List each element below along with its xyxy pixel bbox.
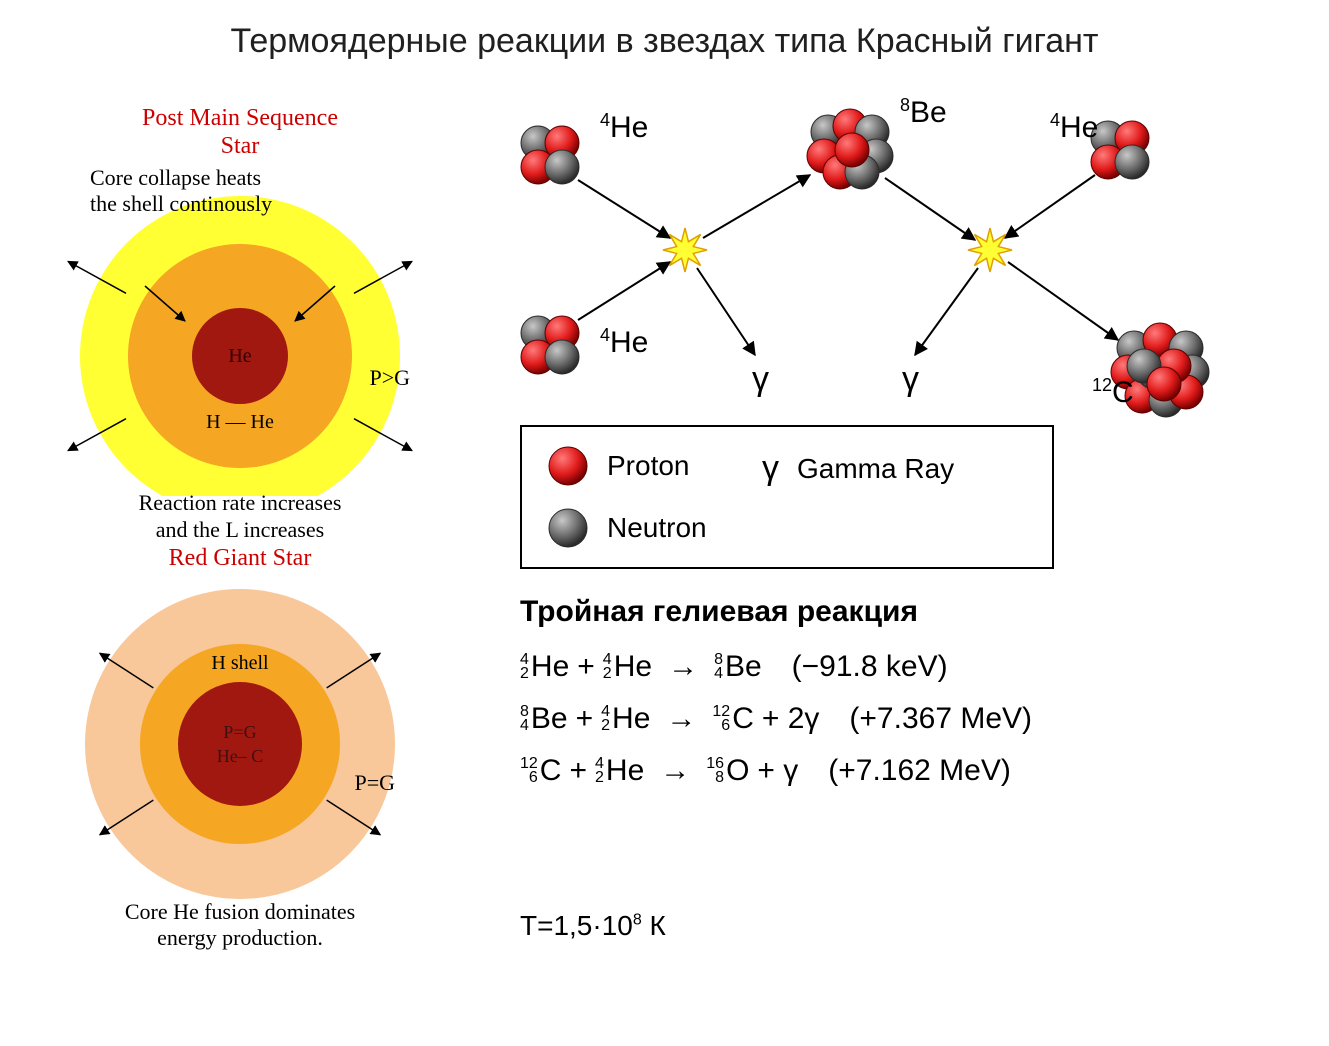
equation-2-energy: (+7.367 MeV) (849, 702, 1032, 736)
red-giant-block: Red Giant Star H shell P=G He– C P=G Core … (40, 545, 440, 965)
temperature: T=1,5·108 К (520, 910, 666, 942)
post-main-sequence-block: Post Main Sequence Star Core collapse he… (40, 105, 440, 535)
star1-top-l1: Core collapse heats (90, 165, 261, 190)
star1-bottom-caption: Reaction rate increases and the L increa… (40, 490, 440, 543)
right-column: 4He 4He 8Be 4He 12C γ γ Proton γ Gamma R… (480, 95, 1310, 425)
legend-proton: Proton (607, 450, 690, 482)
star1-top-caption: Core collapse heats the shell continousl… (90, 165, 390, 218)
neutron-icon (547, 507, 589, 549)
star1-pg-label: P>G (369, 365, 410, 391)
star1-top-l2: the shell continously (90, 191, 272, 216)
legend-box: Proton γ Gamma Ray Neutron (520, 425, 1054, 569)
reaction-title: Тройная гелиевая реакция (520, 595, 918, 629)
star1-title-l1: Post Main Sequence (142, 105, 338, 131)
star1-title: Post Main Sequence Star (40, 105, 440, 160)
star1-bot-l1: Reaction rate increases (139, 490, 342, 515)
label-be8: 8Be (900, 95, 947, 130)
label-gamma1: γ (752, 360, 769, 399)
star2-bottom-caption: Core He fusion dominates energy producti… (40, 899, 440, 952)
svg-text:He– C: He– C (217, 746, 264, 766)
label-he4-c: 4He (1050, 110, 1098, 145)
star2-title: Red Giant Star (40, 545, 440, 573)
legend-gamma: Gamma Ray (797, 453, 954, 485)
star2-diagram: H shell P=G He– C (50, 579, 430, 909)
legend-gamma-sym: γ (762, 449, 779, 488)
svg-text:P=G: P=G (223, 722, 256, 742)
star1-title-l2: Star (221, 133, 260, 159)
label-he4-a: 4He (600, 110, 648, 145)
equations-block: 42He+42He→84Be(−91.8 keV) 84Be+42He→126C+… (520, 650, 1280, 806)
label-c12: 12C (1092, 375, 1134, 410)
label-gamma2: γ (902, 360, 919, 399)
label-he4-b: 4He (600, 325, 648, 360)
svg-text:He: He (228, 345, 251, 367)
temp-prefix: T=1,5·10 (520, 910, 633, 941)
left-column: Post Main Sequence Star Core collapse he… (40, 105, 440, 965)
equation-3: 126C+42He→168O+ γ(+7.162 MeV) (520, 754, 1280, 788)
svg-text:H shell: H shell (211, 652, 269, 674)
temp-exp: 8 (633, 912, 642, 929)
equation-2: 84Be+42He→126C+ 2γ(+7.367 MeV) (520, 702, 1280, 736)
equation-1: 42He+42He→84Be(−91.8 keV) (520, 650, 1280, 684)
star2-pg-label: P=G (354, 770, 395, 796)
equation-1-energy: (−91.8 keV) (792, 650, 948, 684)
svg-text:H — He: H — He (206, 411, 274, 433)
star2-bot-l2: energy production. (157, 925, 323, 950)
equation-3-energy: (+7.162 MeV) (828, 754, 1011, 788)
legend-neutron: Neutron (607, 512, 707, 544)
page-title: Термоядерные реакции в звездах типа Крас… (0, 22, 1329, 61)
star2-bot-l1: Core He fusion dominates (125, 899, 355, 924)
proton-icon (547, 445, 589, 487)
star1-bot-l2: and the L increases (156, 517, 324, 542)
temp-suffix: К (642, 910, 666, 941)
